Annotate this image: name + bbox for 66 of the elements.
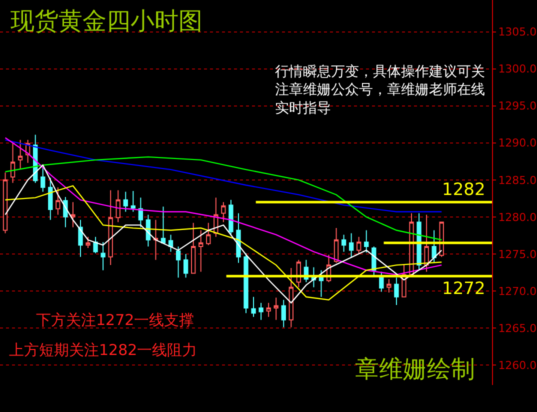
candlestick	[168, 234, 174, 252]
annotation: 行情瞬息万变，具体操作建议可关注章维姗公众号，章维姗老师在线实时指导	[275, 64, 485, 116]
annotation: 章维姗绘制	[355, 355, 475, 383]
candlestick	[2, 172, 8, 234]
ref-line-label: 1282	[442, 180, 486, 200]
chart-title: 现货黄金四小时图	[10, 7, 203, 36]
y-tick-label: 1285.0	[498, 174, 537, 187]
y-tick-label: 1260.0	[498, 358, 537, 372]
ref-line-label: 1272	[442, 279, 486, 299]
candlestick	[341, 234, 346, 252]
candlestick	[70, 202, 76, 228]
candlestick	[432, 230, 436, 264]
candlestick	[198, 230, 204, 272]
candlestick	[86, 236, 90, 249]
candlestick	[386, 278, 392, 293]
line-series	[4, 164, 442, 304]
candlestick	[379, 271, 384, 292]
y-tick-label: 1270.0	[498, 284, 537, 298]
candlestick	[334, 228, 339, 264]
annotation: 下方关注1272一线支撑	[36, 311, 194, 329]
candlestick	[183, 253, 188, 278]
candlestick	[116, 190, 120, 223]
candlestick	[153, 219, 158, 260]
candlestick	[48, 177, 53, 220]
candlestick	[266, 302, 271, 318]
candlestick	[56, 186, 60, 216]
line-series	[4, 139, 442, 212]
candlestick	[244, 252, 248, 314]
candlestick	[108, 190, 113, 266]
candlestick	[191, 222, 196, 274]
candlestick	[394, 277, 399, 306]
candlestick	[93, 236, 98, 254]
candlestick	[424, 214, 429, 272]
candlestick	[138, 197, 144, 228]
candlestick	[10, 142, 16, 184]
candlestick	[130, 190, 136, 212]
candlestick	[176, 246, 181, 278]
candlestick	[274, 297, 278, 320]
candlestick	[318, 270, 324, 298]
candlestick	[356, 236, 362, 254]
y-tick-label: 1290.0	[498, 136, 537, 150]
y-tick-label: 1280.0	[498, 210, 537, 224]
candlestick	[364, 230, 369, 253]
y-tick-label: 1300.0	[498, 62, 537, 76]
line-series	[4, 156, 442, 240]
y-tick-label: 1295.0	[498, 100, 537, 113]
candlestick	[40, 166, 46, 192]
y-tick-label: 1275.0	[498, 248, 537, 261]
candlestick	[288, 268, 294, 328]
candlestick	[416, 212, 422, 271]
candlestick	[206, 222, 211, 246]
candlestick	[228, 199, 234, 236]
candlestick	[123, 191, 128, 212]
candlestick	[78, 219, 83, 258]
candlestick	[100, 242, 106, 271]
candlestick	[348, 232, 354, 258]
candlestick	[160, 206, 166, 244]
y-tick-label: 1305.0	[498, 26, 537, 39]
candlestick	[18, 139, 23, 170]
candlestick	[258, 302, 264, 320]
line-series	[4, 137, 442, 276]
candlestick	[251, 296, 256, 318]
y-tick-label: 1265.0	[498, 322, 537, 335]
annotation: 上方短期关注1282一线阻力	[9, 341, 198, 359]
candlestick	[281, 299, 286, 328]
candlestick	[221, 202, 226, 223]
